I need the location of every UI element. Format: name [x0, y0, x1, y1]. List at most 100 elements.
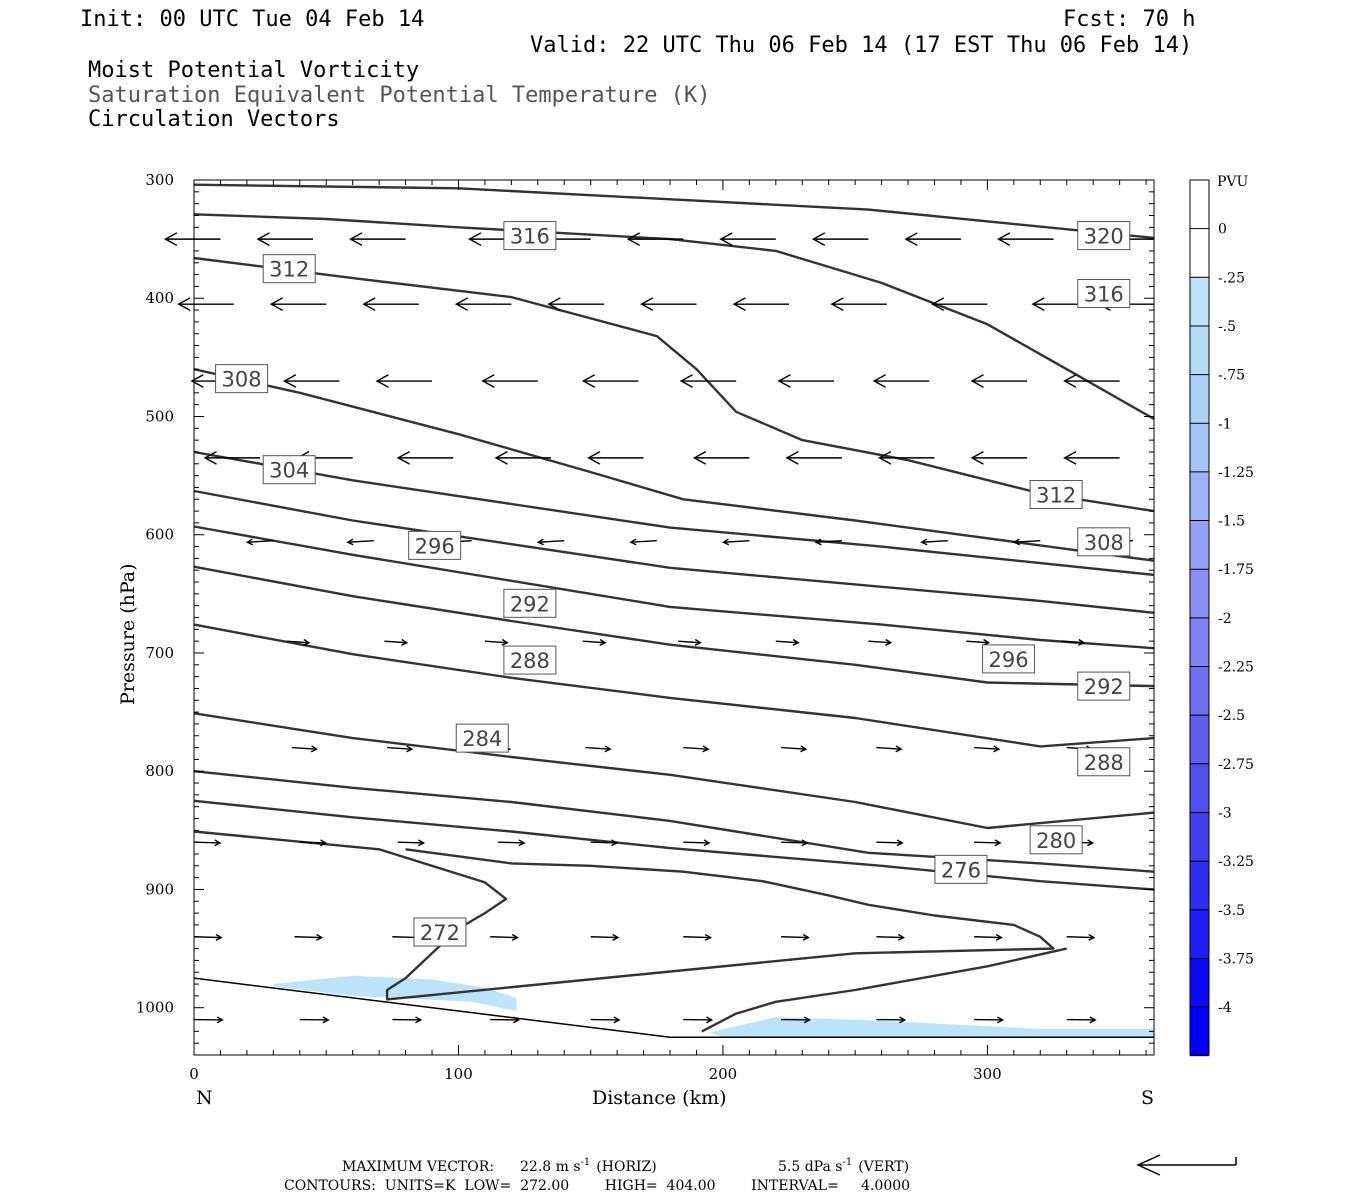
vector-head — [996, 1016, 1005, 1024]
colorbar-swatch — [1190, 569, 1209, 619]
circulation-vector — [830, 297, 887, 312]
vector-head — [245, 538, 254, 546]
contour-label-text: 296 — [988, 648, 1028, 672]
vector-head — [694, 638, 702, 646]
vector-head — [970, 374, 984, 388]
circulation-vector — [677, 638, 702, 646]
colorbar-swatch — [1190, 666, 1209, 716]
vector-shaft — [590, 841, 617, 844]
vector-head — [777, 374, 791, 388]
contour-label-text: 316 — [510, 225, 550, 249]
valid-time: Valid: 22 UTC Thu 06 Feb 14 (17 EST Thu … — [530, 33, 1192, 58]
contour-label-box — [408, 530, 462, 560]
y-tick-label: 300 — [145, 171, 174, 189]
vector-head — [801, 839, 809, 847]
contour-320 — [193, 183, 1155, 240]
vector-head — [626, 232, 641, 246]
contour-label-text: 316 — [1084, 283, 1124, 307]
y-tick-label: 500 — [145, 407, 174, 425]
vector-head — [362, 297, 376, 312]
colorbar-label: -3.75 — [1218, 951, 1254, 967]
vector-shaft — [781, 841, 808, 844]
vector-shaft — [683, 936, 711, 939]
plot-area: 320 316 316 312 312 308 308 304 296 296 292 292 288 2… — [136, 171, 1155, 1083]
vector-shaft — [291, 746, 317, 750]
circulation-vector — [781, 745, 808, 753]
circulation-vector — [294, 933, 324, 941]
contour-label-text: 304 — [269, 459, 309, 483]
colorbar-label: -2 — [1218, 611, 1232, 627]
contour-label-box — [1077, 527, 1131, 557]
circulation-vector — [878, 451, 935, 465]
circulation-vector — [177, 297, 234, 312]
circulation-vector — [974, 1016, 1005, 1024]
vector-head — [214, 839, 222, 847]
vector-shaft — [384, 640, 407, 644]
circulation-vector — [346, 538, 374, 546]
colorbar-label: -1.75 — [1218, 562, 1254, 578]
circulation-vector — [868, 638, 893, 646]
circulation-vector — [203, 451, 261, 465]
contour-316 — [193, 213, 1155, 420]
circulation-vector — [387, 745, 414, 753]
colorbar-label: -3.25 — [1218, 854, 1254, 870]
colorbar-swatch — [1190, 228, 1209, 278]
colorbar-label: -1 — [1218, 416, 1232, 432]
colorbar-swatch — [1190, 909, 1209, 959]
colorbar-label: -3.5 — [1218, 903, 1245, 919]
circulation-vector — [256, 232, 314, 246]
vector-shaft — [683, 746, 709, 750]
vector-shaft — [876, 746, 902, 750]
contour-label: 312 — [262, 254, 316, 284]
contour-label: 296 — [408, 530, 462, 560]
circulation-vector — [1012, 538, 1041, 546]
contour-280 — [193, 770, 1155, 873]
vector-shaft — [868, 640, 891, 644]
circulation-vector — [640, 297, 697, 312]
vector-head — [920, 538, 928, 546]
theta-contours — [193, 183, 1155, 1033]
vector-head — [322, 1016, 330, 1024]
vector-head — [494, 451, 508, 465]
vector-head — [1078, 638, 1086, 646]
circulation-vector — [974, 745, 1001, 753]
circulation-vector — [484, 638, 509, 646]
max-vector-vert-tail: (VERT) — [858, 1159, 909, 1175]
contour-label: 272 — [413, 917, 467, 947]
vector-head — [814, 538, 822, 546]
vector-shaft — [484, 640, 508, 644]
circulation-vector — [490, 1016, 521, 1024]
y-tick-label: 800 — [145, 762, 174, 780]
colorbar-swatch — [1190, 861, 1209, 911]
colorbar-label: -2.75 — [1218, 757, 1254, 773]
vector-head — [581, 374, 596, 388]
contour-296 — [193, 525, 1155, 650]
contour-label-text: 292 — [1084, 675, 1124, 699]
max-vector-vert-exp: -1 — [842, 1157, 852, 1168]
vector-head — [1087, 839, 1095, 847]
colorbar-swatch — [1190, 374, 1209, 424]
contour-292 — [193, 565, 1155, 688]
max-vector-horiz: 22.8 m s-1 (HORIZ) — [520, 1157, 657, 1175]
vector-shaft — [974, 936, 1002, 939]
circulation-vector — [904, 232, 961, 246]
x-tick-label: 0 — [189, 1065, 199, 1083]
vector-head — [896, 839, 904, 847]
vector-head — [1012, 538, 1021, 546]
contour-label-box — [1029, 825, 1083, 855]
vector-shaft — [974, 746, 1000, 750]
contour-label-box — [455, 723, 509, 753]
vector-head — [269, 297, 283, 312]
vector-head — [401, 638, 409, 646]
vector-head — [511, 933, 519, 941]
vector-head — [802, 933, 810, 941]
circulation-vector — [581, 374, 639, 388]
contour-288 — [193, 623, 1155, 748]
vector-shaft — [1014, 539, 1041, 543]
contour-label-box — [934, 854, 988, 884]
vector-shaft — [286, 640, 310, 644]
vector-shaft — [876, 936, 904, 939]
vector-head — [792, 638, 800, 646]
circulation-vector — [1061, 638, 1086, 646]
contour-label: 308 — [1077, 527, 1131, 557]
